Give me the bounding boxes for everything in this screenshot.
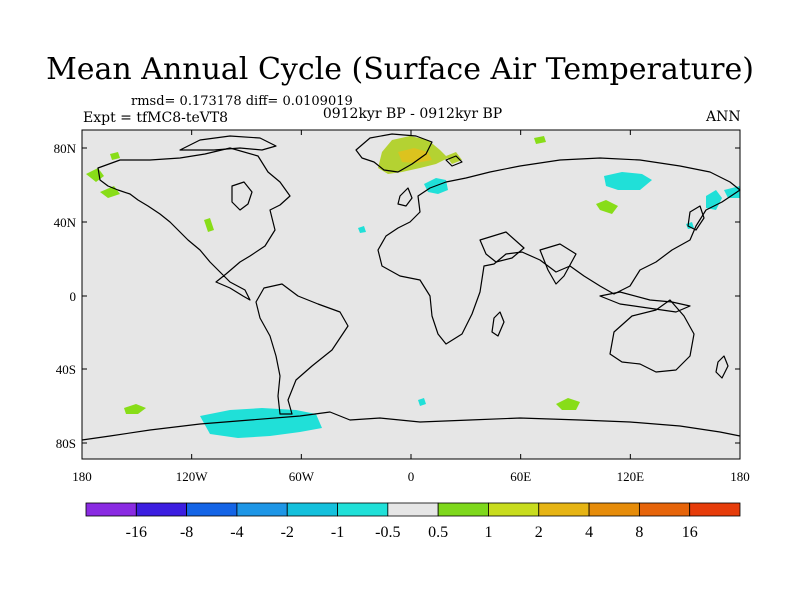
- anomaly-atlantic-dot: [358, 226, 366, 233]
- colorbar-label: 4: [585, 524, 593, 541]
- coast-uk: [397, 187, 413, 207]
- plot-title: Mean Annual Cycle (Surface Air Temperatu…: [46, 52, 754, 87]
- lon-label: 120W: [176, 469, 209, 484]
- period-label: 0912kyr BP - 0912kyr BP: [322, 106, 503, 122]
- lon-label: 180: [72, 469, 92, 484]
- colorbar-label: 8: [635, 524, 643, 541]
- colorbar-segment: [588, 502, 640, 517]
- colorbar-segment: [437, 502, 489, 517]
- coast-hudson-bay: [231, 181, 253, 211]
- colorbar-label: 2: [535, 524, 543, 541]
- experiment-label: Expt = tfMC8-teVT8: [83, 110, 229, 126]
- lat-label: 40S: [56, 362, 76, 377]
- lon-label: 60E: [510, 469, 531, 484]
- coast-india: [539, 243, 577, 285]
- anomaly-sub-antarctic-dot: [418, 398, 426, 406]
- colorbar-segment: [387, 502, 439, 517]
- coast-iceland: [445, 155, 463, 167]
- anomaly-central-asia-positive: [596, 200, 618, 214]
- colorbar-label: 16: [682, 524, 698, 541]
- colorbar-label: -2: [281, 524, 294, 541]
- colorbar-segment: [689, 502, 741, 517]
- lat-label: 0: [70, 289, 77, 304]
- anomaly-arctic-canada-positive: [110, 152, 120, 160]
- colorbar-segment: [337, 502, 389, 517]
- coast-canadian-archipelago: [179, 135, 277, 151]
- anomaly-greenland-core: [398, 148, 432, 163]
- colorbar-segment: [135, 502, 188, 517]
- colorbar-segment: [236, 502, 288, 517]
- coast-madagascar: [491, 311, 505, 337]
- colorbar-label: 0.5: [428, 524, 448, 541]
- colorbar-label: -1: [331, 524, 344, 541]
- colorbar-segment: [538, 502, 590, 517]
- coast-eurasia-africa: [377, 157, 741, 345]
- coast-greenland: [355, 133, 433, 173]
- lon-label: 60W: [289, 469, 315, 484]
- anomaly-antarctic-negative: [200, 408, 322, 438]
- lat-label: 80N: [54, 141, 77, 156]
- colorbar-label: -0.5: [375, 524, 400, 541]
- anomaly-barents-positive: [534, 136, 546, 144]
- coastlines: [81, 133, 741, 441]
- colorbar-segment: [85, 502, 137, 517]
- anomaly-southern-ocean-positive: [556, 398, 580, 410]
- season-label: ANN: [706, 109, 741, 125]
- lon-label: 120E: [617, 469, 645, 484]
- coast-antarctica: [81, 411, 741, 441]
- coast-south-america: [255, 283, 349, 415]
- lon-label: 0: [408, 469, 415, 484]
- coast-indonesia: [599, 291, 691, 313]
- rmsd-diff-stats: rmsd= 0.173178 diff= 0.0109019: [131, 94, 353, 109]
- colorbar-label: -16: [126, 524, 147, 541]
- lat-label: 40N: [54, 215, 77, 230]
- anomaly-bering-negative: [724, 186, 740, 198]
- latitude-axis: 80N 40N 0 40S 80S: [54, 141, 740, 451]
- colorbar-segment: [488, 502, 540, 517]
- anomaly-iceland-positive: [446, 152, 462, 164]
- coast-australia: [609, 299, 695, 373]
- coast-new-zealand: [715, 355, 729, 379]
- colorbar-segment: [286, 502, 338, 517]
- coast-japan: [687, 205, 705, 231]
- longitude-axis: 180 120W 60W 0 60E 120E 180: [72, 130, 750, 484]
- anomaly-east-asia-negative: [706, 190, 722, 210]
- coast-arabia: [479, 231, 525, 263]
- coast-north-america: [97, 147, 291, 301]
- colorbar-label: -8: [180, 524, 193, 541]
- anomaly-pacific-sector-positive: [124, 404, 146, 414]
- lon-label: 180: [730, 469, 750, 484]
- lat-label: 80S: [56, 436, 76, 451]
- colorbar-label: 1: [484, 524, 492, 541]
- colorbar-segment: [186, 502, 238, 517]
- anomaly-siberia-negative: [604, 172, 652, 190]
- colorbar-label: -4: [230, 524, 243, 541]
- colorbar-segment: [638, 502, 691, 517]
- colorbar: -16 -8 -4 -2 -1 -0.5 0.5 1 2 4 8 16: [85, 502, 741, 541]
- anomaly-canada-positive: [204, 218, 214, 232]
